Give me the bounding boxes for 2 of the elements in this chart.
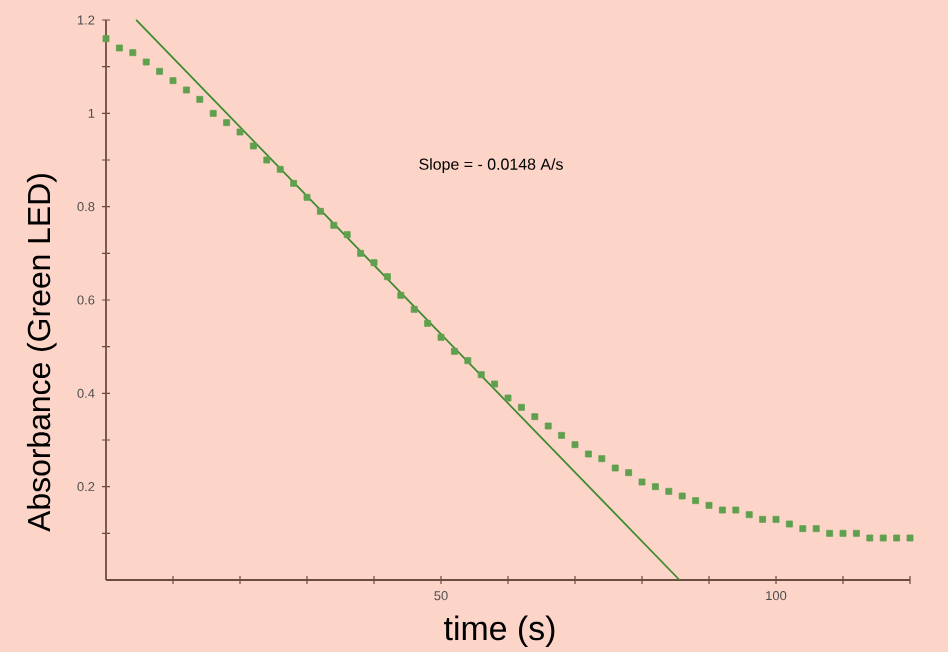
y-axis-title: Absorbance (Green LED)	[26, 174, 57, 532]
x-axis-title: time (s)	[444, 615, 555, 647]
